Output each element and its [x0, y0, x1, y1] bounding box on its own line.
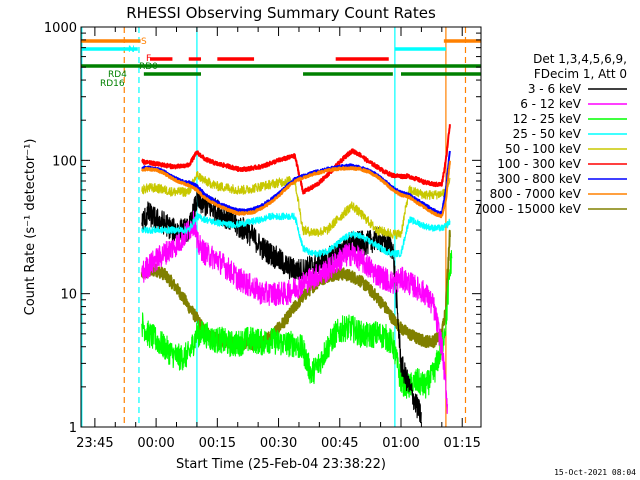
- chart-title: RHESSI Observing Summary Count Rates: [126, 4, 436, 22]
- legend-label-3-6-kev: 3 - 6 keV: [528, 82, 582, 96]
- state-bar-label-f: F: [146, 54, 151, 64]
- x-axis-label: Start Time (25-Feb-04 23:38:22): [176, 457, 386, 472]
- state-bar-label-n: N: [128, 45, 135, 55]
- event-lines: [81, 27, 467, 427]
- series-line-6-12-kev: [141, 210, 449, 415]
- y-axis-label: Count Rate (s⁻¹ detector⁻¹): [23, 139, 38, 316]
- state-bar-label-rd0: RD0: [139, 62, 158, 72]
- state-bar-label-rd4: RD4: [108, 70, 127, 80]
- x-tick-label: 00:45: [321, 436, 358, 451]
- y-tick-label: 10: [60, 288, 77, 303]
- y-tick-label: 1000: [44, 21, 77, 36]
- x-tick-label: 00:00: [137, 436, 174, 451]
- x-tick-label: 23:45: [76, 436, 113, 451]
- state-bar-label-rd16: RD16: [100, 79, 125, 89]
- series-line-25-50-kev: [141, 212, 451, 258]
- state-bar-label-s: S: [141, 37, 147, 47]
- axes: 1 10 100 1000 23:45 00:00 00:15 00:30 00:45 01:00…: [44, 21, 481, 451]
- series-line-800-7000-kev: [141, 160, 451, 219]
- legend-label-800-7000-kev: 800 - 7000 keV: [490, 187, 582, 201]
- series-group: [140, 124, 453, 424]
- x-tick-label: 01:00: [382, 436, 419, 451]
- series-line-100-300-kev: [141, 124, 451, 195]
- legend-label-12-25-kev: 12 - 25 keV: [513, 112, 582, 126]
- plot-frame: [80, 26, 482, 428]
- legend-label-100-300-kev: 100 - 300 keV: [497, 157, 581, 171]
- x-tick-label: 00:15: [199, 436, 236, 451]
- legend-label-6-12-kev: 6 - 12 keV: [520, 97, 582, 111]
- legend-label-7000-15000-kev: 7000 - 15000 keV: [474, 202, 581, 216]
- legend-label-300-800-kev: 300 - 800 keV: [497, 172, 581, 186]
- series-line-3-6-kev: [141, 188, 422, 424]
- x-tick-label: 00:30: [260, 436, 297, 451]
- generated-timestamp: 15-Oct-2021 08:04: [554, 468, 636, 477]
- legend-header-line-2: FDecim 1, Att 0: [534, 67, 627, 81]
- y-tick-label: 1: [69, 421, 77, 436]
- series-line-50-100-kev: [141, 170, 451, 240]
- legend-header-line-1: Det 1,3,4,5,6,9,: [533, 52, 627, 66]
- y-tick-label: 100: [52, 154, 77, 169]
- x-tick-label: 01:15: [443, 436, 480, 451]
- legend-label-50-100-kev: 50 - 100 keV: [505, 142, 582, 156]
- legend-label-25-50-kev: 25 - 50 keV: [513, 127, 582, 141]
- legend: Det 1,3,4,5,6,9, FDecim 1, Att 0 3 - 6 k…: [474, 52, 627, 216]
- series-line-12-25-kev: [141, 250, 453, 399]
